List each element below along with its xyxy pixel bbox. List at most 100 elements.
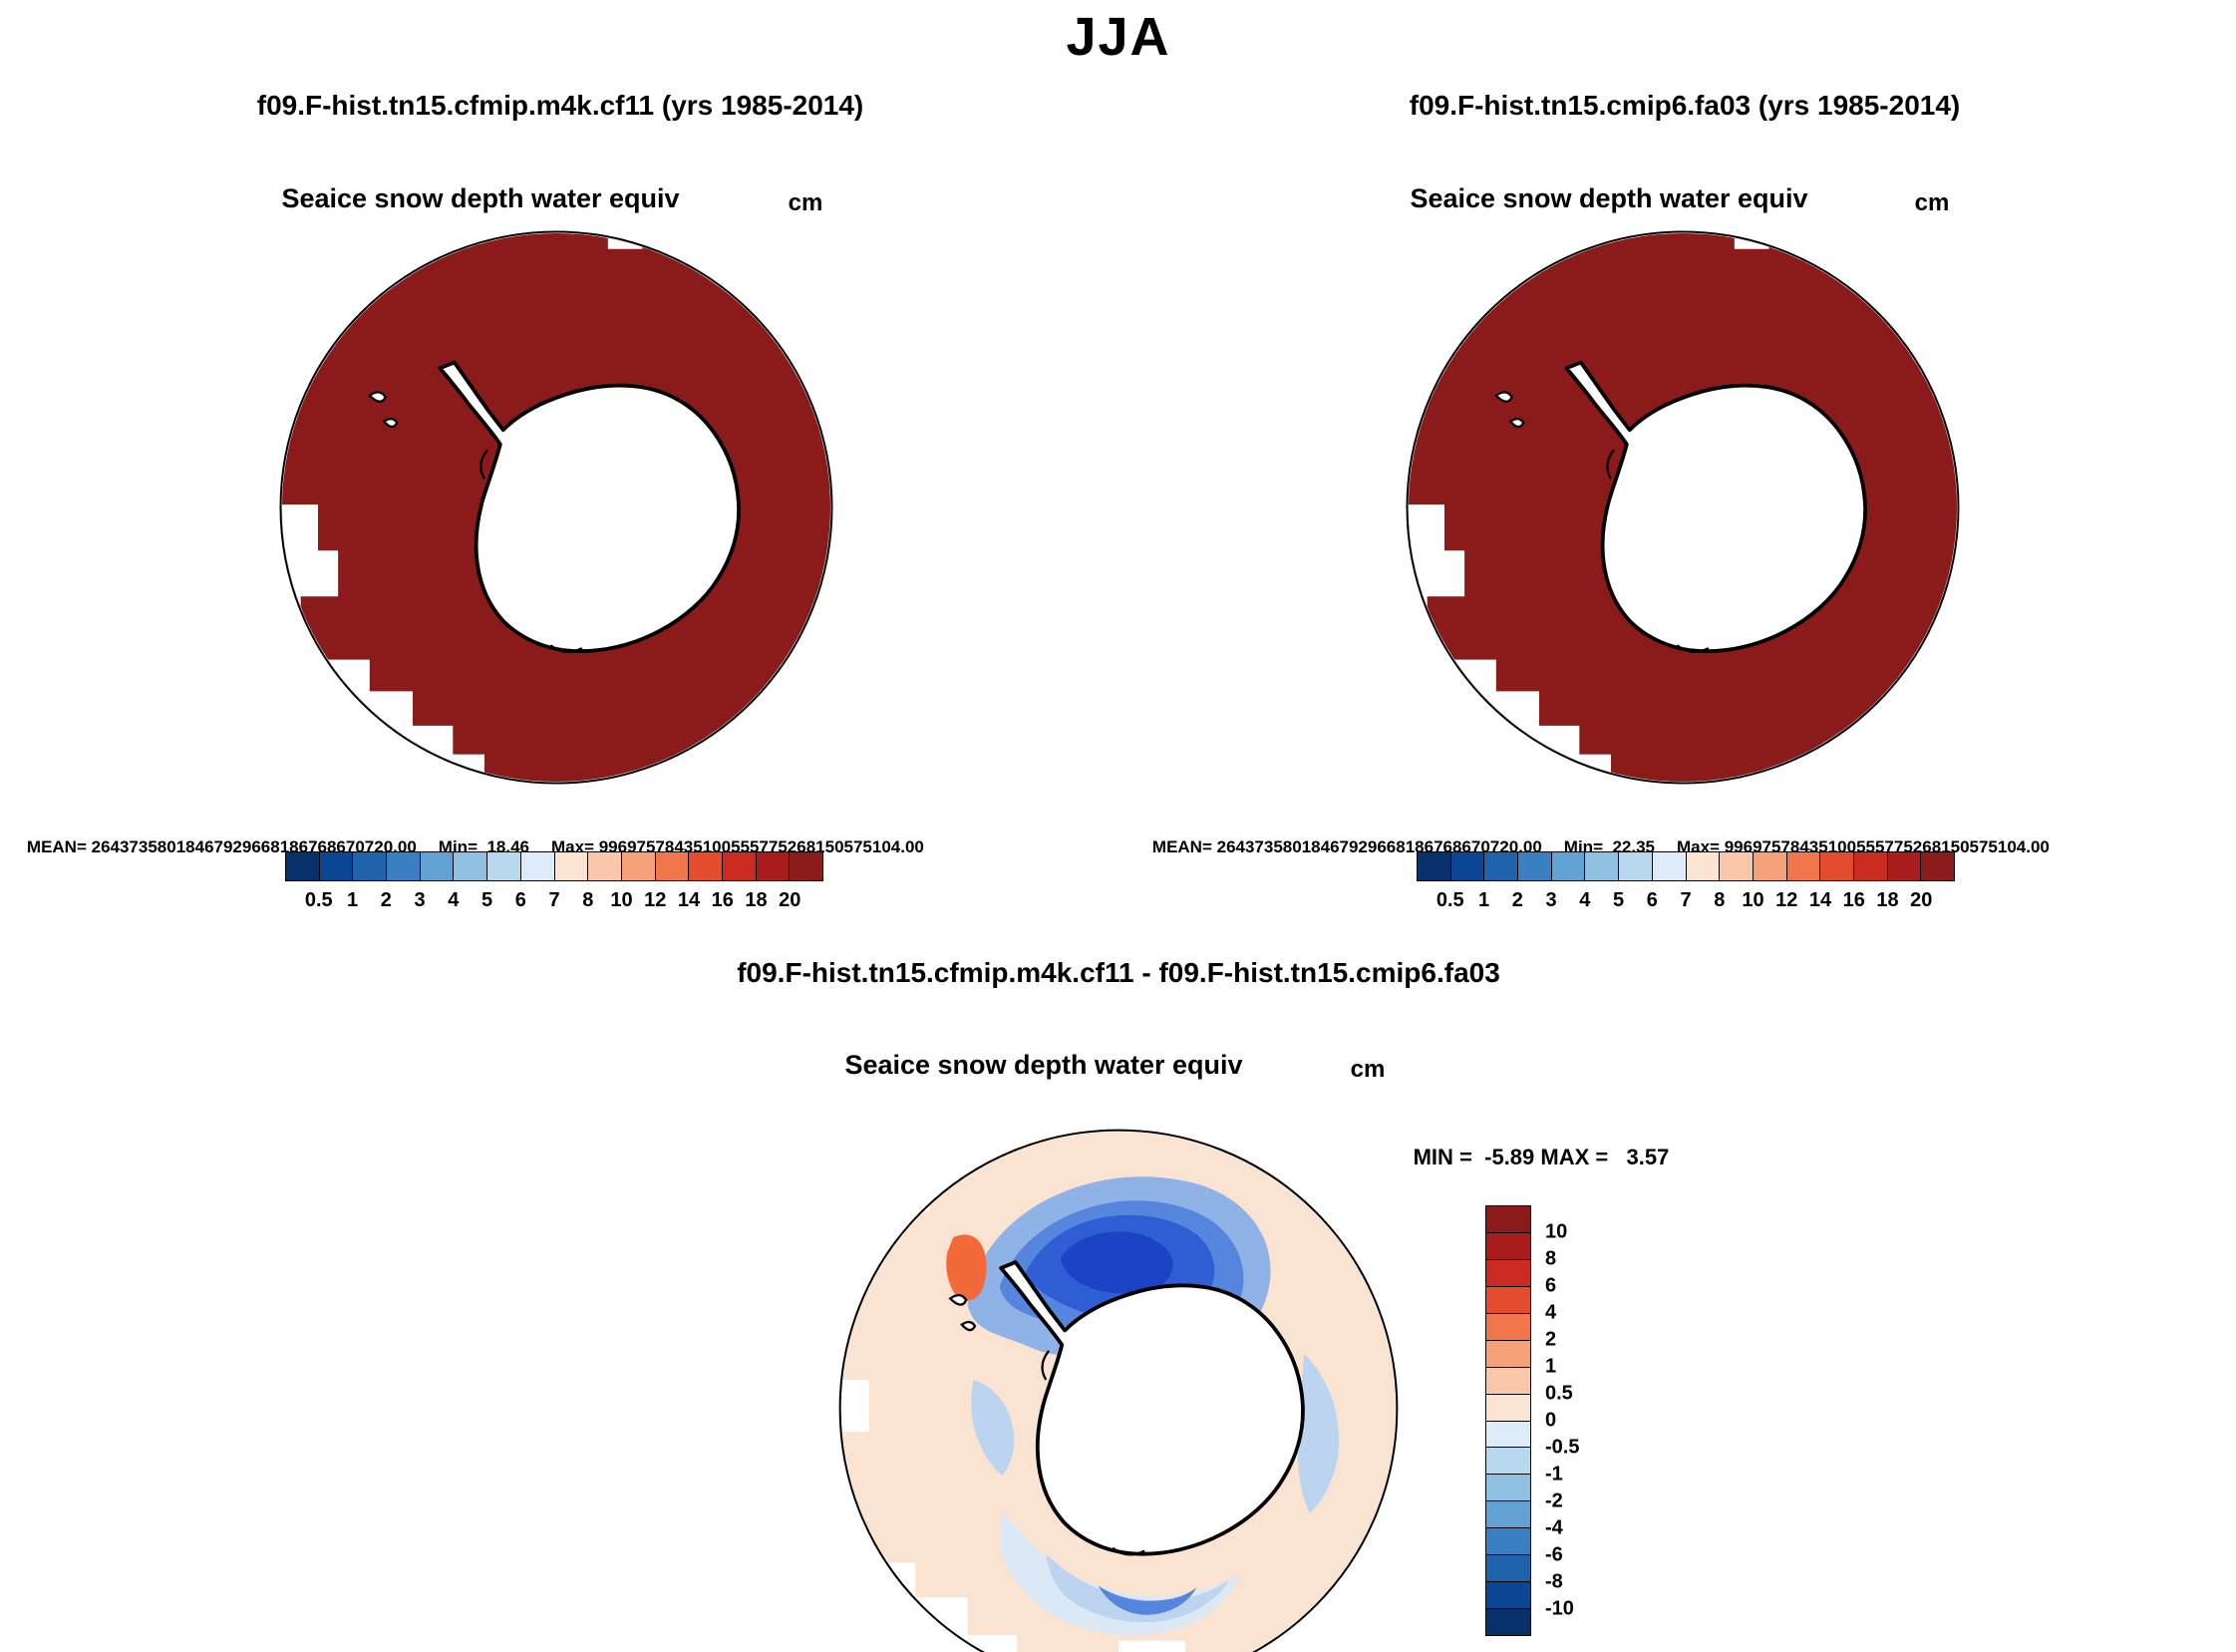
tick-label: -6 bbox=[1545, 1543, 1563, 1566]
map-boundary-circle bbox=[279, 230, 833, 785]
coastal-islands bbox=[368, 391, 399, 429]
tick-label: -0.5 bbox=[1545, 1436, 1580, 1459]
colorbar-cell bbox=[1486, 1394, 1530, 1422]
tick-label: -4 bbox=[1545, 1516, 1563, 1539]
right-panel-title: f09.F-hist.tn15.cmip6.fa03 (yrs 1985-201… bbox=[1409, 90, 1961, 121]
colorbar-cell bbox=[1585, 852, 1620, 880]
colorbar-cell bbox=[1887, 852, 1922, 880]
tick-label: 7 bbox=[1680, 889, 1692, 911]
colorbar-cell bbox=[1652, 852, 1687, 880]
left-map bbox=[279, 230, 833, 785]
tick-label: 2 bbox=[380, 889, 392, 911]
left-panel-title: f09.F-hist.tn15.cfmip.m4k.cf11 (yrs 1985… bbox=[256, 90, 864, 121]
diff-map bbox=[838, 1129, 1399, 1652]
colorbar-cell bbox=[1486, 1340, 1530, 1368]
tick-label: 14 bbox=[677, 889, 701, 911]
tick-label: 10 bbox=[610, 889, 633, 911]
colorbar-cell bbox=[420, 852, 455, 880]
tick-label: 16 bbox=[1842, 889, 1865, 911]
tick-label: 18 bbox=[1876, 889, 1899, 911]
colorbar-cell bbox=[1486, 1501, 1530, 1529]
diff-minmax-label: MIN = -5.89 MAX = 3.57 bbox=[1413, 1145, 1670, 1169]
colorbar-cell bbox=[387, 852, 421, 880]
colorbar-cell bbox=[655, 852, 690, 880]
tick-label: 5 bbox=[1612, 889, 1625, 911]
colorbar-cell bbox=[1486, 1609, 1530, 1635]
right-map bbox=[1406, 230, 1960, 785]
colorbar-cell bbox=[1486, 1528, 1530, 1556]
tick-label: 20 bbox=[779, 889, 801, 911]
tick-label: -2 bbox=[1545, 1489, 1563, 1512]
left-units-label: cm bbox=[788, 189, 823, 216]
right-field-label: Seaice snow depth water equiv bbox=[1410, 183, 1808, 213]
colorbar-cell bbox=[319, 852, 354, 880]
colorbar-cell bbox=[1486, 1555, 1530, 1583]
colorbar-cell bbox=[1686, 852, 1721, 880]
colorbar-cell bbox=[1853, 852, 1888, 880]
tick-label: 16 bbox=[711, 889, 734, 911]
tick-label: 14 bbox=[1808, 889, 1832, 911]
tick-label: 12 bbox=[1775, 889, 1798, 911]
tick-label: 2 bbox=[1545, 1328, 1557, 1351]
positive-anomaly-peninsula bbox=[946, 1234, 987, 1301]
negative-anomaly-south-light bbox=[1046, 1553, 1229, 1623]
colorbar-cell bbox=[1486, 1475, 1530, 1502]
coastline-detail-contours bbox=[1606, 449, 1710, 653]
tick-label: 7 bbox=[548, 889, 560, 911]
tick-label: 8 bbox=[1714, 889, 1726, 911]
colorbar-cell bbox=[454, 852, 488, 880]
colorbar-cell bbox=[689, 852, 723, 880]
tick-label: 0.5 bbox=[1436, 889, 1464, 911]
right-units-label: cm bbox=[1914, 189, 1950, 216]
tick-label: 0.5 bbox=[304, 889, 333, 911]
colorbar-cell bbox=[1753, 852, 1787, 880]
colorbar-cell bbox=[722, 852, 757, 880]
diff-field-label: Seaice snow depth water equiv bbox=[844, 1050, 1243, 1080]
colorbar-cell bbox=[353, 852, 388, 880]
left-colorbar-ticks: 0.5 1 2 3 4 5 6 7 8 10 12 14 16 18 20 bbox=[285, 889, 823, 915]
tick-label: 12 bbox=[644, 889, 667, 911]
tick-label: -1 bbox=[1545, 1463, 1563, 1486]
coastal-islands bbox=[948, 1293, 977, 1332]
negative-anomaly-south-mid bbox=[1098, 1585, 1197, 1615]
tick-label: -8 bbox=[1545, 1570, 1563, 1593]
coastline-detail-contours bbox=[479, 449, 583, 653]
diff-units-label: cm bbox=[1350, 1056, 1386, 1083]
right-colorbar bbox=[1417, 851, 1955, 881]
tick-label: 6 bbox=[1646, 889, 1658, 911]
diff-panel-title: f09.F-hist.tn15.cfmip.m4k.cf11 - f09.F-h… bbox=[737, 957, 1500, 988]
negative-anomaly-core bbox=[1060, 1231, 1173, 1294]
tick-label: 4 bbox=[1579, 889, 1591, 911]
colorbar-cell bbox=[1786, 852, 1821, 880]
colorbar-cell bbox=[487, 852, 521, 880]
open-ocean-gap-top bbox=[607, 232, 643, 249]
colorbar-cell bbox=[1486, 1313, 1530, 1341]
diff-colorbar-ticks: 10 8 6 4 2 1 0.5 0 -0.5 -1 -2 -4 -6 -8 -10 bbox=[1545, 1205, 1615, 1636]
open-ocean-gap-left bbox=[841, 1379, 869, 1433]
colorbar-cell bbox=[554, 852, 589, 880]
tick-label: 6 bbox=[1545, 1274, 1557, 1297]
tick-label: 6 bbox=[514, 889, 526, 911]
colorbar-cell bbox=[1486, 1286, 1530, 1314]
colorbar-cell bbox=[1450, 852, 1485, 880]
tick-label: 4 bbox=[448, 889, 460, 911]
colorbar-cell bbox=[1820, 852, 1854, 880]
colorbar-cell bbox=[1619, 852, 1653, 880]
colorbar-cell bbox=[1418, 852, 1451, 880]
tick-label: 4 bbox=[1545, 1301, 1557, 1324]
tick-label: 18 bbox=[745, 889, 768, 911]
tick-label: 1 bbox=[1477, 889, 1490, 911]
colorbar-cell bbox=[1921, 852, 1954, 880]
colorbar-cell bbox=[756, 852, 791, 880]
colorbar-cell bbox=[1486, 1582, 1530, 1610]
tick-label: 10 bbox=[1742, 889, 1764, 911]
tick-label: 1 bbox=[1545, 1355, 1557, 1378]
tick-label: 8 bbox=[1545, 1247, 1557, 1270]
colorbar-cell bbox=[1486, 1448, 1530, 1476]
antarctica-continent bbox=[999, 1260, 1305, 1556]
right-colorbar-ticks: 0.5 1 2 3 4 5 6 7 8 10 12 14 16 18 20 bbox=[1417, 889, 1955, 915]
colorbar-cell bbox=[1486, 1259, 1530, 1287]
colorbar-cell bbox=[1486, 1367, 1530, 1395]
tick-label: 8 bbox=[582, 889, 594, 911]
tick-label: 0 bbox=[1545, 1409, 1557, 1432]
